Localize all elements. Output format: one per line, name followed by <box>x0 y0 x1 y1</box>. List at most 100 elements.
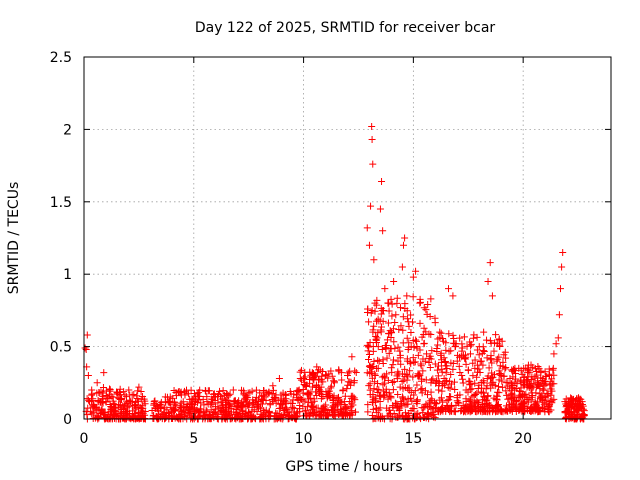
data-point <box>440 337 448 345</box>
data-point <box>266 412 274 420</box>
data-point <box>438 405 446 413</box>
data-point <box>431 360 439 368</box>
data-point <box>128 391 136 399</box>
data-point <box>153 404 161 412</box>
data-point <box>156 400 164 408</box>
data-point <box>387 295 395 303</box>
data-point <box>314 404 322 412</box>
data-point <box>224 411 232 419</box>
data-point <box>296 393 304 401</box>
data-point <box>504 379 512 387</box>
data-point <box>365 350 373 358</box>
data-point <box>93 413 101 421</box>
data-point <box>470 391 478 399</box>
data-point <box>541 408 549 416</box>
y-axis-label: SRMTID / TECUs <box>6 182 22 295</box>
data-point <box>379 356 387 364</box>
data-point <box>108 404 116 412</box>
data-point <box>165 410 173 418</box>
data-point <box>414 372 422 380</box>
data-point <box>384 319 392 327</box>
data-point <box>344 378 352 386</box>
data-point <box>220 391 228 399</box>
data-point <box>465 377 473 385</box>
data-point <box>519 379 527 387</box>
data-point <box>433 366 441 374</box>
data-point <box>378 307 386 315</box>
data-point <box>409 293 417 301</box>
data-point <box>488 292 496 300</box>
data-point <box>171 405 179 413</box>
data-point <box>412 337 420 345</box>
data-point <box>248 407 256 415</box>
data-point <box>368 123 376 131</box>
data-point <box>387 364 395 372</box>
data-point <box>388 379 396 387</box>
data-point <box>483 354 491 362</box>
data-point <box>498 377 506 385</box>
data-point <box>520 408 528 416</box>
data-point <box>502 354 510 362</box>
data-point <box>404 346 412 354</box>
data-point <box>295 386 303 394</box>
data-point <box>501 365 509 373</box>
data-point <box>407 406 415 414</box>
data-point <box>278 401 286 409</box>
data-point <box>434 372 442 380</box>
data-point <box>570 408 578 416</box>
data-point <box>139 409 147 417</box>
data-point <box>394 391 402 399</box>
data-point <box>85 398 93 406</box>
data-point <box>321 406 329 414</box>
data-point <box>413 396 421 404</box>
data-point <box>301 397 309 405</box>
data-point <box>477 357 485 365</box>
data-point <box>495 353 503 361</box>
data-point <box>349 401 357 409</box>
data-point <box>314 376 322 384</box>
data-point <box>425 358 433 366</box>
data-point <box>179 398 187 406</box>
data-point <box>327 384 335 392</box>
data-point <box>480 392 488 400</box>
data-point <box>363 369 371 377</box>
data-point <box>524 406 532 414</box>
data-point <box>447 370 455 378</box>
data-point <box>399 326 407 334</box>
data-point <box>524 369 532 377</box>
data-point <box>540 386 548 394</box>
data-point <box>471 364 479 372</box>
data-point <box>473 373 481 381</box>
data-point <box>242 393 250 401</box>
data-point <box>236 403 244 411</box>
data-point <box>471 391 479 399</box>
data-point <box>364 305 372 313</box>
data-point <box>573 406 581 414</box>
data-point <box>555 311 563 319</box>
data-point <box>479 361 487 369</box>
data-point <box>466 381 474 389</box>
data-point <box>91 403 99 411</box>
data-point <box>390 356 398 364</box>
data-point <box>574 403 582 411</box>
data-point <box>536 407 544 415</box>
data-point <box>546 372 554 380</box>
data-point <box>438 387 446 395</box>
data-point <box>106 385 114 393</box>
data-point <box>164 398 172 406</box>
data-point <box>186 410 194 418</box>
data-point <box>381 285 389 293</box>
data-point <box>401 409 409 417</box>
data-point <box>369 347 377 355</box>
data-point <box>428 347 436 355</box>
data-point <box>252 386 260 394</box>
data-point <box>306 379 314 387</box>
y-tick-label: 2.5 <box>50 50 72 66</box>
data-point <box>489 373 497 381</box>
data-point <box>185 406 193 414</box>
data-point <box>426 364 434 372</box>
data-point <box>265 389 273 397</box>
data-point <box>578 404 586 412</box>
data-point <box>463 342 471 350</box>
data-point <box>533 371 541 379</box>
